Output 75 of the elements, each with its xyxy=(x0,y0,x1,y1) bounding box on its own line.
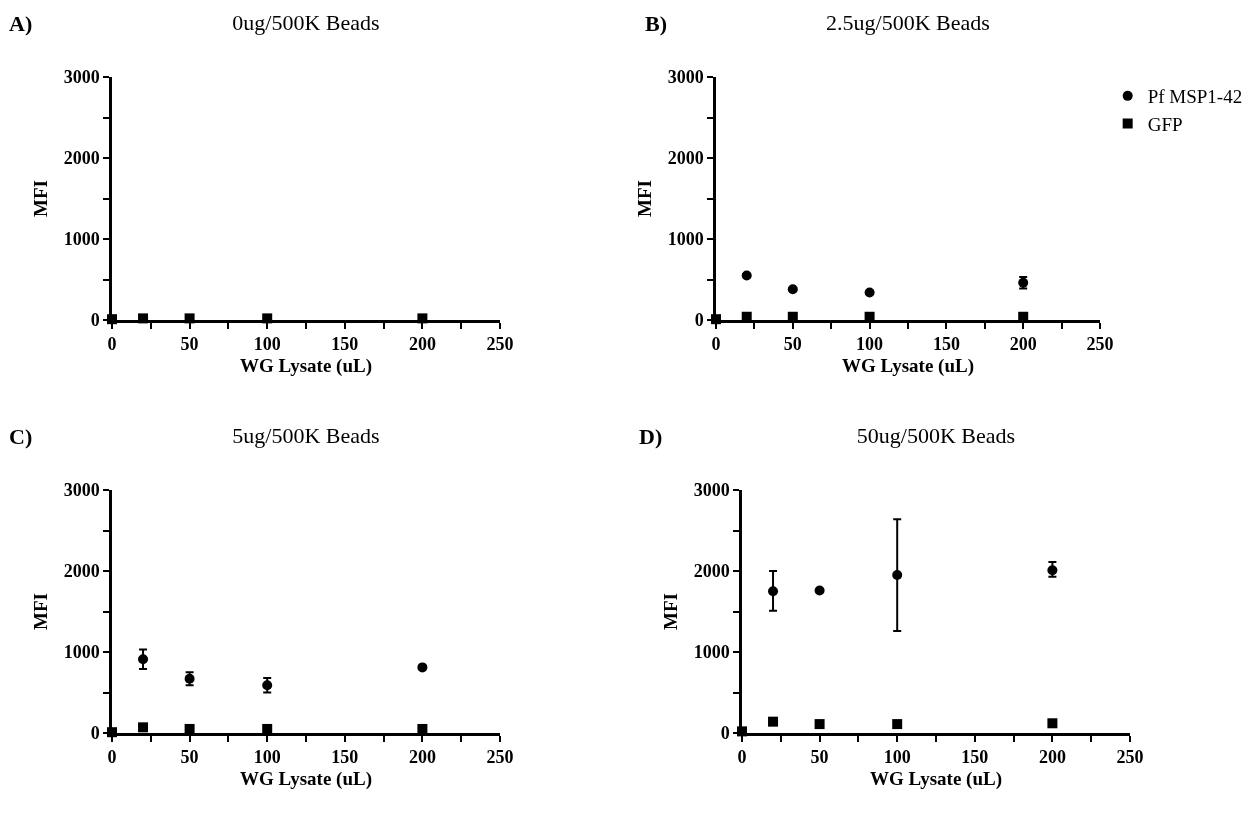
point xyxy=(138,654,149,665)
y-tick-label: 1000 xyxy=(63,642,100,663)
x-tick-label: 200 xyxy=(1009,334,1037,355)
x-tick-label: 50 xyxy=(810,747,829,768)
y-tick-label: 1000 xyxy=(693,642,730,663)
y-axis-title: MFI xyxy=(29,593,51,630)
y-tick-label: 3000 xyxy=(63,67,100,88)
y-tick-label: 3000 xyxy=(667,67,704,88)
point xyxy=(262,680,273,691)
chart-title: 2.5ug/500K Beads xyxy=(826,9,990,35)
point xyxy=(864,287,875,298)
x-tick-label: 50 xyxy=(180,334,199,355)
point xyxy=(417,662,428,673)
x-tick-label: 0 xyxy=(737,747,747,768)
point xyxy=(417,723,428,734)
legend-label: GFP xyxy=(1147,113,1183,135)
x-tick-label: 200 xyxy=(408,747,436,768)
y-tick-label: 0 xyxy=(694,310,704,331)
text: D) xyxy=(639,424,663,449)
x-tick-label: 50 xyxy=(783,334,802,355)
y-tick-label: 2000 xyxy=(693,561,730,582)
point xyxy=(768,586,779,597)
chart-title: 5ug/500K Beads xyxy=(232,422,380,448)
point xyxy=(892,719,903,730)
y-tick-label: 3000 xyxy=(63,480,100,501)
text: A) xyxy=(9,11,33,36)
x-axis-title: WG Lysate (uL) xyxy=(240,355,372,378)
point xyxy=(814,719,825,730)
point xyxy=(138,722,149,733)
y-tick-label: 0 xyxy=(720,723,730,744)
point xyxy=(1047,718,1058,729)
x-axis-title: WG Lysate (uL) xyxy=(240,768,372,791)
y-tick-label: 0 xyxy=(90,723,100,744)
x-tick-label: 150 xyxy=(961,747,989,768)
y-tick-label: 1000 xyxy=(63,229,100,250)
point xyxy=(892,570,903,581)
x-tick-label: 0 xyxy=(107,334,117,355)
x-tick-label: 250 xyxy=(1086,334,1114,355)
y-tick-label: 1000 xyxy=(667,229,704,250)
y-tick-label: 2000 xyxy=(667,148,704,169)
x-axis-title: WG Lysate (uL) xyxy=(842,355,974,378)
y-tick-label: 3000 xyxy=(693,480,730,501)
x-tick-label: 150 xyxy=(932,334,960,355)
x-axis-title: WG Lysate (uL) xyxy=(870,768,1002,791)
x-tick-label: 250 xyxy=(486,747,514,768)
point xyxy=(262,723,273,734)
y-axis-title: MFI xyxy=(659,593,681,630)
x-tick-label: 100 xyxy=(883,747,911,768)
x-tick-label: 50 xyxy=(180,747,199,768)
text: B) xyxy=(645,11,667,36)
x-tick-label: 150 xyxy=(331,334,359,355)
x-tick-label: 200 xyxy=(1038,747,1066,768)
x-tick-label: 0 xyxy=(107,747,117,768)
y-tick-label: 0 xyxy=(90,310,100,331)
point xyxy=(1047,565,1058,576)
y-tick-label: 2000 xyxy=(63,148,100,169)
point xyxy=(741,270,752,281)
x-tick-label: 100 xyxy=(253,747,281,768)
legend-label: Pf MSP1-42 xyxy=(1147,86,1243,108)
y-axis-title: MFI xyxy=(29,180,51,217)
y-tick-label: 2000 xyxy=(63,561,100,582)
chart-title: 50ug/500K Beads xyxy=(856,422,1016,448)
x-tick-label: 250 xyxy=(486,334,514,355)
y-axis-title: MFI xyxy=(633,180,655,217)
point xyxy=(768,716,779,727)
chart-title: 0ug/500K Beads xyxy=(232,9,380,35)
text: C) xyxy=(9,424,33,449)
x-tick-label: 200 xyxy=(408,334,436,355)
point xyxy=(184,723,195,734)
x-tick-label: 250 xyxy=(1116,747,1144,768)
point xyxy=(787,284,798,295)
x-tick-label: 150 xyxy=(331,747,359,768)
point xyxy=(814,585,825,596)
x-tick-label: 100 xyxy=(856,334,884,355)
x-tick-label: 100 xyxy=(253,334,281,355)
